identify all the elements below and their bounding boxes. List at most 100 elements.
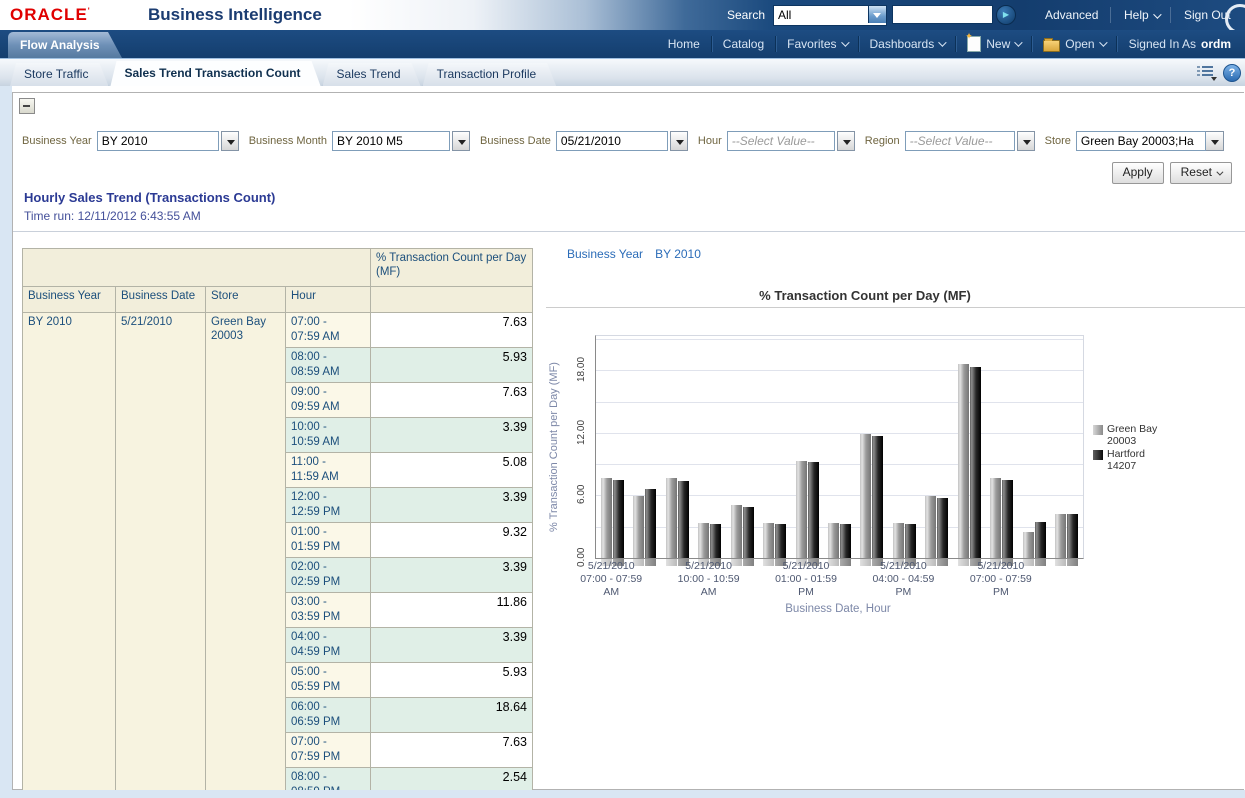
help-icon[interactable]: ? (1223, 64, 1241, 82)
hour-cell[interactable]: 10:00 -10:59 AM (286, 418, 371, 453)
filter-value-box[interactable]: Green Bay 20003;Ha (1076, 131, 1206, 151)
search-go-icon[interactable]: ▶ (996, 5, 1016, 25)
value-cell[interactable]: 11.86 (371, 593, 533, 628)
bar-green-bay-20003 (925, 496, 936, 558)
nav-item-catalog[interactable]: Catalog (712, 37, 775, 51)
column-header-cell[interactable]: Business Year (23, 287, 116, 313)
hour-cell[interactable]: 02:00 -02:59 PM (286, 558, 371, 593)
value-cell[interactable]: 3.39 (371, 418, 533, 453)
measure-header-cell: % Transaction Count per Day (MF) (371, 249, 533, 287)
filter-business-date: Business Date05/21/2010 (480, 131, 688, 151)
hour-cell[interactable]: 11:00 -11:59 AM (286, 453, 371, 488)
hour-cell[interactable]: 08:00 -08:59 AM (286, 348, 371, 383)
filter-label: Business Year (22, 135, 92, 147)
bar-green-bay-20003 (893, 523, 904, 558)
chevron-down-icon[interactable] (868, 6, 886, 23)
filter-business-month: Business Month BY 2010 M5 (249, 131, 470, 151)
hour-cell[interactable]: 01:00 -01:59 PM (286, 523, 371, 558)
value-cell[interactable]: 3.39 (371, 628, 533, 663)
table-header-row: Business YearBusiness DateStoreHour (23, 287, 533, 313)
nav-item-dashboards[interactable]: Dashboards (859, 37, 956, 51)
page-options-icon[interactable] (1197, 66, 1213, 79)
legend-entry: Hartford 14207 (1093, 448, 1169, 472)
dashboard-tabs: Store TrafficSales Trend Transaction Cou… (10, 61, 558, 86)
tab-sales-trend-transaction-count[interactable]: Sales Trend Transaction Count (110, 61, 320, 86)
gridline (596, 402, 1083, 403)
chevron-down-icon (1153, 10, 1161, 18)
reset-button[interactable]: Reset (1170, 162, 1232, 184)
filter-value-box[interactable]: 05/21/2010 (556, 131, 668, 151)
gridline (596, 370, 1083, 371)
tab-transaction-profile[interactable]: Transaction Profile (423, 63, 557, 86)
bar-hartford-14207 (905, 524, 916, 558)
tab-sales-trend[interactable]: Sales Trend (323, 63, 421, 86)
collapse-section-button[interactable] (19, 98, 35, 114)
nav-item-favorites[interactable]: Favorites (776, 37, 857, 51)
filter-store: StoreGreen Bay 20003;Ha (1045, 131, 1224, 151)
filter-label: Business Month (249, 135, 327, 147)
value-cell[interactable]: 3.39 (371, 488, 533, 523)
value-cell[interactable]: 5.93 (371, 348, 533, 383)
column-header-cell (371, 287, 533, 313)
search-input[interactable] (892, 5, 993, 24)
filter-value-box[interactable]: --Select Value-- (905, 131, 1015, 151)
hour-cell[interactable]: 09:00 -09:59 AM (286, 383, 371, 418)
bar-hartford-14207 (678, 481, 689, 558)
value-cell[interactable]: 7.63 (371, 733, 533, 768)
dropdown-button[interactable] (1206, 131, 1224, 151)
sign-out-link[interactable]: Sign Out (1184, 8, 1231, 22)
chevron-down-icon (1216, 169, 1223, 176)
column-header-cell[interactable]: Store (206, 287, 286, 313)
apply-button[interactable]: Apply (1112, 162, 1164, 184)
value-cell[interactable]: 7.63 (371, 383, 533, 418)
dropdown-button[interactable] (452, 131, 470, 151)
y-tick-label: 6.00 (576, 474, 587, 514)
value-cell[interactable]: 3.39 (371, 558, 533, 593)
gridline (596, 339, 1083, 340)
filter-value-box[interactable]: BY 2010 M5 (332, 131, 450, 151)
dropdown-button[interactable] (837, 131, 855, 151)
hour-cell[interactable]: 12:00 -12:59 PM (286, 488, 371, 523)
filter-hour: Hour--Select Value-- (698, 131, 855, 151)
value-cell[interactable]: 18.64 (371, 698, 533, 733)
filter-value-box[interactable]: BY 2010 (97, 131, 219, 151)
hour-cell[interactable]: 03:00 -03:59 PM (286, 593, 371, 628)
value-cell[interactable]: 7.63 (371, 313, 533, 348)
hour-cell[interactable]: 07:00 -07:59 PM (286, 733, 371, 768)
new-page-icon (967, 36, 981, 52)
chart-context: Business YearBY 2010 (567, 247, 701, 261)
bar-hartford-14207 (840, 524, 851, 558)
hour-cell[interactable]: 04:00 -04:59 PM (286, 628, 371, 663)
hour-cell[interactable]: 05:00 -05:59 PM (286, 663, 371, 698)
bar-green-bay-20003 (601, 478, 612, 558)
bar-green-bay-20003 (828, 523, 839, 558)
dropdown-button[interactable] (221, 131, 239, 151)
dropdown-button[interactable] (670, 131, 688, 151)
column-header-cell[interactable]: Business Date (116, 287, 206, 313)
nav-item-home[interactable]: Home (657, 37, 711, 51)
product-title: Business Intelligence (148, 5, 322, 25)
value-cell[interactable]: 5.93 (371, 663, 533, 698)
hour-cell[interactable]: 06:00 -06:59 PM (286, 698, 371, 733)
y-tick-label: 18.00 (576, 349, 587, 389)
advanced-link[interactable]: Advanced (1045, 8, 1098, 22)
chart-legend: Green Bay 20003Hartford 14207 (1093, 423, 1169, 473)
divider (13, 231, 1245, 232)
help-menu[interactable]: Help (1124, 8, 1159, 22)
chevron-down-icon (1211, 140, 1219, 145)
date-cell: 5/21/2010 (116, 313, 206, 798)
tab-store-traffic[interactable]: Store Traffic (10, 63, 108, 86)
filter-label: Region (865, 135, 900, 147)
column-header-cell[interactable]: Hour (286, 287, 371, 313)
chevron-down-icon (841, 38, 849, 46)
hour-cell[interactable]: 07:00 -07:59 AM (286, 313, 371, 348)
bar-green-bay-20003 (763, 523, 774, 558)
filter-value-box[interactable]: --Select Value-- (727, 131, 835, 151)
value-cell[interactable]: 9.32 (371, 523, 533, 558)
nav-item-open[interactable]: Open (1032, 37, 1115, 52)
search-scope-select[interactable]: All (773, 5, 887, 26)
value-cell[interactable]: 5.08 (371, 453, 533, 488)
nav-item-new[interactable]: New (956, 36, 1031, 52)
dashboard-page-tab[interactable]: Flow Analysis (8, 32, 122, 58)
dropdown-button[interactable] (1017, 131, 1035, 151)
